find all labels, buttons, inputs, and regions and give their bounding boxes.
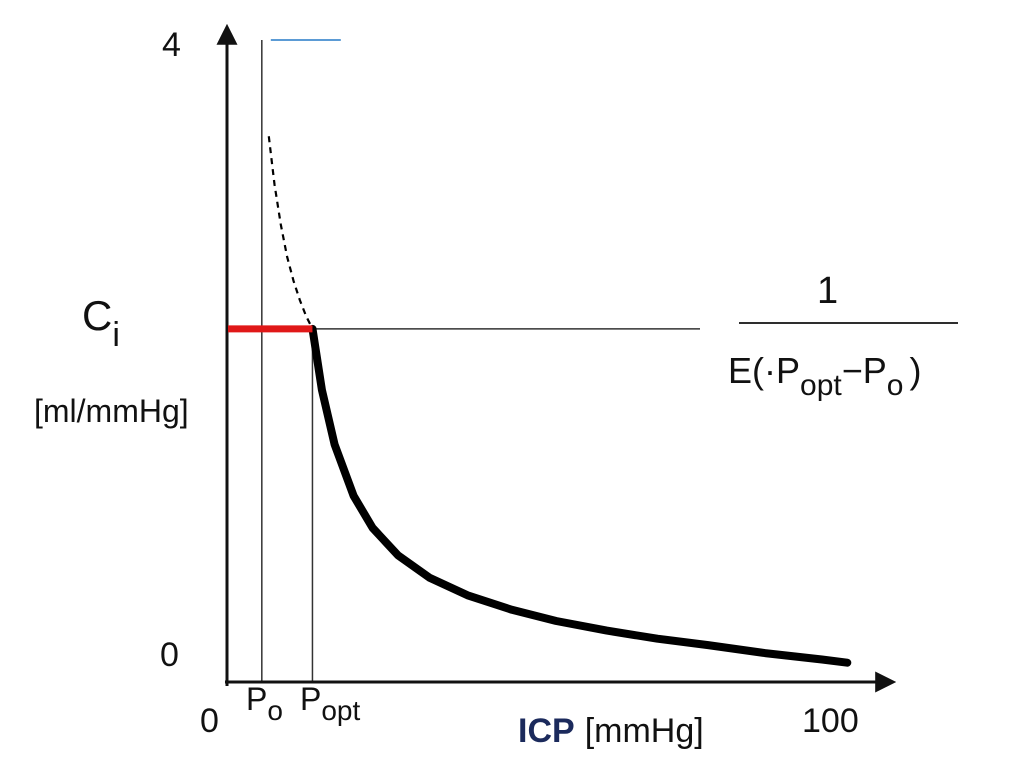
formula-p0-main: P xyxy=(863,350,887,391)
y-tick-bottom: 0 xyxy=(160,636,179,674)
x-tick-end: 100 xyxy=(802,702,859,740)
p0-label: Po xyxy=(246,681,283,726)
y-axis-unit: [ml/mmHg] xyxy=(34,393,189,429)
y-axis-label-symbol: C xyxy=(82,292,112,339)
y-axis-label-sub: i xyxy=(112,316,120,354)
formula-prefix: E(· xyxy=(728,350,776,391)
formula-minus: − xyxy=(842,350,863,391)
x-axis-label-bold: ICP xyxy=(518,712,575,750)
curve-solid-segment xyxy=(308,324,852,667)
y-tick-top: 4 xyxy=(162,26,181,64)
p0-label-sub: o xyxy=(267,695,283,726)
formula-denominator: E(·Popt−Po) xyxy=(728,350,921,402)
formula-suffix: ) xyxy=(909,350,921,391)
popt-label: Popt xyxy=(300,681,360,726)
popt-label-main: P xyxy=(300,681,321,717)
popt-label-sub: opt xyxy=(321,695,360,726)
formula-popt-main: P xyxy=(776,350,800,391)
p0-label-main: P xyxy=(246,681,267,717)
formula-popt-sub: opt xyxy=(800,369,842,402)
formula-numerator: 1 xyxy=(817,270,838,312)
formula-p0-sub: o xyxy=(887,369,904,402)
x-axis-label: ICP [mmHg] xyxy=(518,712,704,750)
curve-dashed-segment xyxy=(267,136,314,330)
x-axis-label-unit: [mmHg] xyxy=(585,712,704,750)
y-axis-label: Ci xyxy=(82,292,120,354)
x-tick-start: 0 xyxy=(200,702,219,740)
